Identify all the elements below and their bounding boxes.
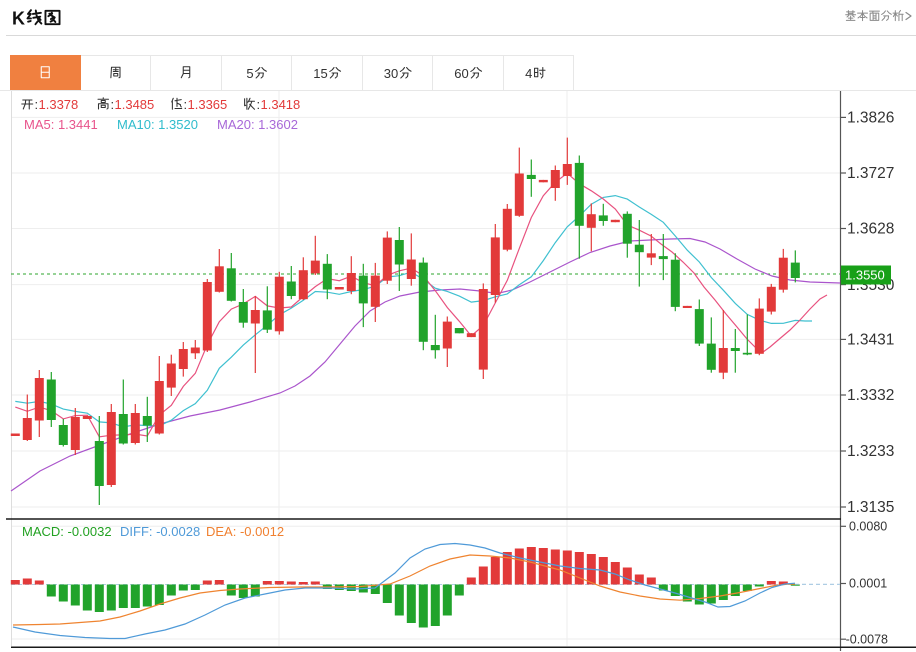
svg-text:1.3727: 1.3727 — [847, 165, 894, 182]
svg-text:1.3826: 1.3826 — [847, 110, 894, 127]
svg-text:1.3628: 1.3628 — [847, 221, 894, 238]
svg-text:1.3431: 1.3431 — [847, 332, 894, 349]
svg-text:1.3332: 1.3332 — [847, 387, 894, 404]
svg-text:0.0001: 0.0001 — [849, 577, 887, 591]
svg-text:1.3135: 1.3135 — [847, 499, 894, 516]
svg-text:::::: :::: — [35, 97, 261, 112]
svg-text:1.3233: 1.3233 — [847, 443, 894, 460]
svg-text:0.0080: 0.0080 — [849, 520, 887, 534]
svg-text:-0.0078: -0.0078 — [846, 632, 888, 646]
svg-text:K: K — [12, 9, 25, 29]
svg-text:1.3550: 1.3550 — [845, 268, 885, 283]
